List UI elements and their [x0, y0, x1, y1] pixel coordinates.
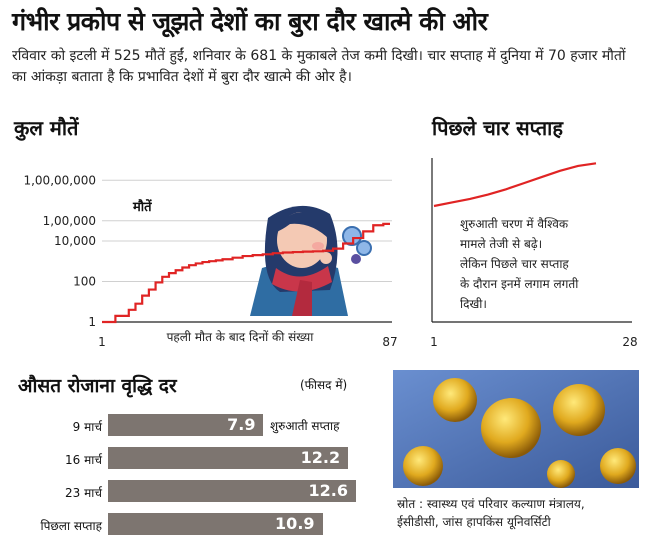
- total-deaths-x-tick: 1: [98, 335, 106, 349]
- four-weeks-x-tick: 1: [430, 335, 438, 349]
- total-deaths-title: कुल मौतें: [14, 116, 79, 140]
- headline: गंभीर प्रकोप से जूझते देशों का बुरा दौर …: [12, 7, 488, 36]
- total-deaths-line: [102, 222, 390, 324]
- growth-rate-value: 12.2: [300, 448, 341, 467]
- growth-rate-value: 7.9: [227, 415, 256, 434]
- bar-category-label: 23 मार्च: [65, 486, 102, 500]
- coughing-person-illustration: [250, 205, 348, 316]
- source-credit: स्रोत : स्वास्थ्य एवं परिवार कल्याण मंत्…: [397, 495, 585, 531]
- total-deaths-x-tick: 87: [382, 335, 397, 349]
- growth-rate-unit: (फीसद में): [300, 378, 348, 392]
- bar-category-label: पिछला सप्ताह: [40, 519, 102, 533]
- growth-rate-bar: [108, 447, 349, 469]
- growth-rate-value: 10.9: [275, 514, 315, 533]
- four-weeks-line: [433, 162, 597, 208]
- total-deaths-x-label: पहली मौत के बाद दिनों की संख्या: [167, 330, 315, 344]
- four-weeks-title: पिछले चार सप्ताह: [432, 116, 563, 140]
- four-weeks-annotation: शुरुआती चरण में वैश्विक मामले तेजी से बढ़…: [460, 217, 579, 311]
- total-deaths-y-ticks: 1 100 10,000 1,00,000 1,00,00,000: [23, 173, 96, 329]
- bar-category-label: 16 मार्च: [65, 453, 102, 467]
- total-deaths-y-tick: 1,00,00,000: [23, 173, 96, 187]
- total-deaths-y-tick: 100: [73, 275, 96, 289]
- source-line-1: स्रोत : स्वास्थ्य एवं परिवार कल्याण मंत्…: [397, 497, 585, 511]
- growth-rate-bar: [108, 480, 356, 502]
- source-line-2: ईसीडीसी, जांस हापकिंस यूनिवर्सिटी: [397, 515, 551, 529]
- deaths-series-label: मौतें: [132, 199, 153, 215]
- growth-rate-bar: [108, 414, 264, 436]
- four-weeks-x-tick: 28: [622, 335, 637, 349]
- growth-rate-value: 12.6: [308, 481, 348, 500]
- bar-category-label: 9 मार्च: [72, 420, 102, 434]
- virus-icon: [342, 226, 372, 264]
- first-week-note: शुरुआती सप्ताह: [270, 419, 340, 433]
- coronavirus-image: [393, 370, 639, 488]
- coronavirus-photo: [393, 370, 639, 488]
- deck-text: रविवार को इटली में 525 मौतें हुईं, शनिवा…: [12, 48, 626, 85]
- total-deaths-chart: 1 100 10,000 1,00,000 1,00,00,000 1 87 पहली म…: [23, 158, 638, 349]
- growth-rate-bar: [108, 513, 323, 535]
- four-weeks-x-ticks: 1 28: [430, 335, 637, 349]
- total-deaths-x-ticks: 1 87: [98, 335, 397, 349]
- total-deaths-y-tick: 10,000: [54, 234, 96, 248]
- total-deaths-y-tick: 1: [88, 315, 96, 329]
- total-deaths-y-tick: 1,00,000: [43, 214, 96, 228]
- growth-rate-title: औसत रोजाना वृद्धि दर: [18, 375, 177, 397]
